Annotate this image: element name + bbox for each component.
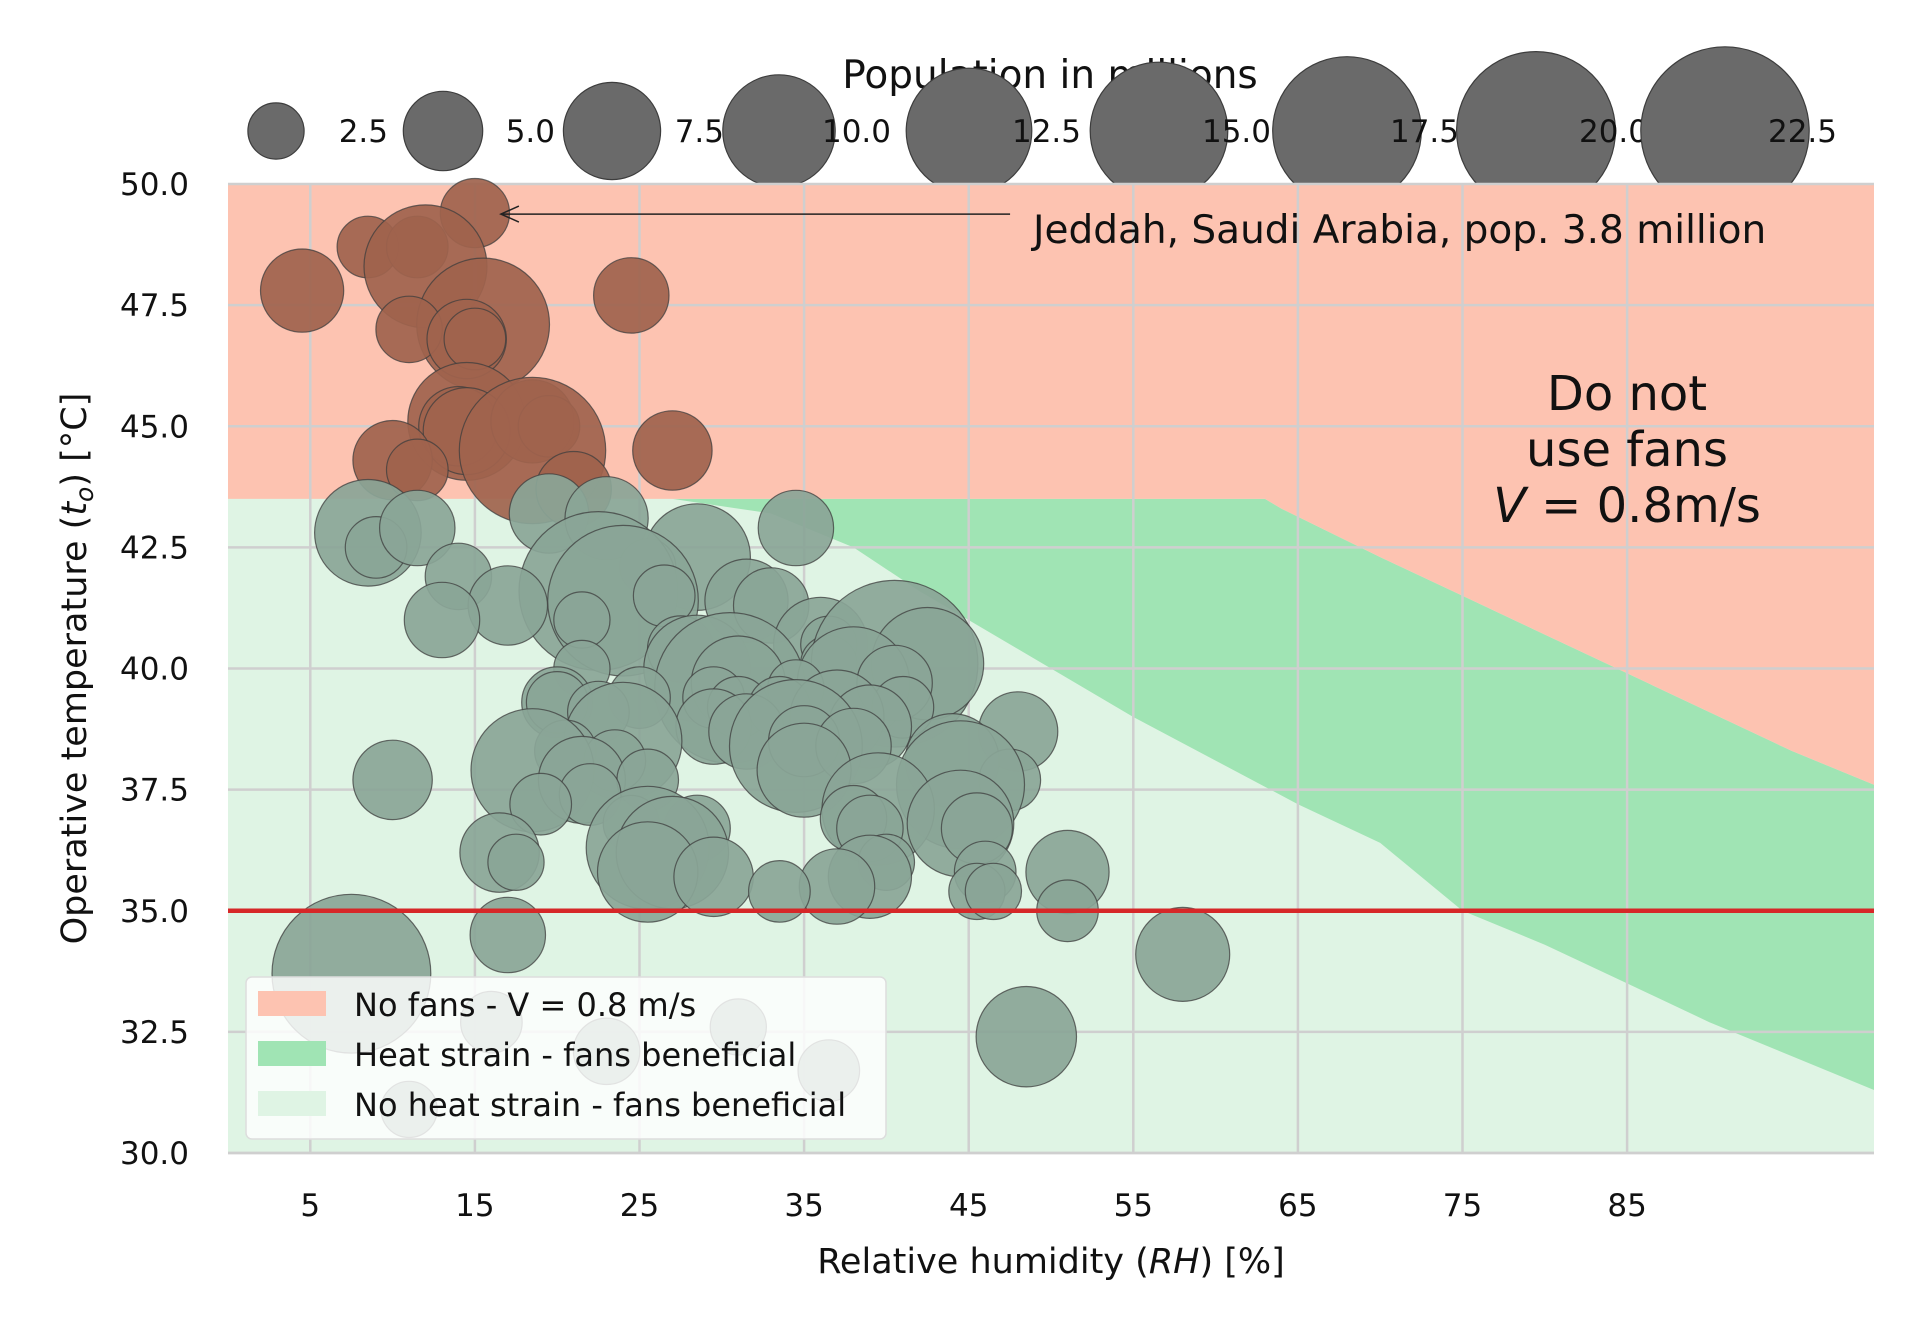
y-axis-title-part: Operative temperature ( bbox=[55, 516, 95, 945]
data-point-92 bbox=[673, 836, 754, 918]
x-tick-label-5: 5 bbox=[300, 1188, 320, 1224]
x-axis-title-part: ) [%] bbox=[1199, 1242, 1284, 1282]
y-axis-title-symbol: t bbox=[55, 501, 95, 516]
size-legend-label-7: 20.0 bbox=[1579, 114, 1648, 150]
data-point-99 bbox=[748, 860, 811, 923]
size-legend-bubble-0 bbox=[247, 102, 305, 160]
data-points bbox=[259, 177, 1231, 1139]
legend: No fans - V = 0.8 m/s Heat strain - fans … bbox=[245, 976, 887, 1140]
legend-box bbox=[245, 976, 887, 1140]
chart-labels: Jeddah, Saudi Arabia, pop. 3.8 million Do… bbox=[499, 205, 1766, 534]
x-tick-label-75: 75 bbox=[1443, 1188, 1482, 1224]
size-legend-bubble-2 bbox=[562, 81, 662, 181]
data-point-101 bbox=[469, 896, 547, 974]
size-legend-label-2: 7.5 bbox=[675, 114, 724, 150]
size-legend-label-0: 2.5 bbox=[339, 114, 388, 150]
x-tick-label-85: 85 bbox=[1607, 1188, 1646, 1224]
data-point-9 bbox=[443, 307, 507, 371]
data-point-104 bbox=[975, 985, 1078, 1088]
size-legend-label-6: 17.5 bbox=[1390, 114, 1459, 150]
size-legend-bubble-3 bbox=[722, 74, 836, 188]
size-legend-label-8: 22.5 bbox=[1768, 114, 1837, 150]
x-axis-title: Relative humidity (RH) [%] bbox=[817, 1242, 1285, 1282]
legend-entry-0: No fans - V = 0.8 m/s bbox=[354, 986, 696, 1024]
data-point-22 bbox=[378, 489, 456, 567]
x-tick-label-15: 15 bbox=[455, 1188, 494, 1224]
annotation-arrowhead bbox=[499, 205, 520, 223]
size-legend-bubble-1 bbox=[402, 90, 484, 172]
y-tick-label-35.0: 35.0 bbox=[120, 894, 189, 930]
y-axis-title-part: ) [°C] bbox=[55, 393, 95, 487]
y-axis-title: Operative temperature (to) [°C] bbox=[55, 393, 99, 945]
x-tick-label-35: 35 bbox=[784, 1188, 823, 1224]
y-axis-title-subscript: o bbox=[70, 487, 99, 502]
zone-label-symbol: V bbox=[1493, 478, 1529, 534]
zone-label-line-1: Do not bbox=[1547, 366, 1707, 422]
y-tick-label-45.0: 45.0 bbox=[120, 409, 189, 445]
y-tick-label-37.5: 37.5 bbox=[120, 773, 189, 809]
zone-label-line-3: V = 0.8m/s bbox=[1493, 478, 1761, 534]
x-axis-title-part: Relative humidity ( bbox=[817, 1242, 1149, 1282]
data-point-5 bbox=[592, 257, 670, 334]
size-legend-label-3: 10.0 bbox=[822, 114, 891, 150]
y-tick-label-30.0: 30.0 bbox=[120, 1136, 189, 1172]
annotation-label: Jeddah, Saudi Arabia, pop. 3.8 million bbox=[1030, 208, 1766, 253]
data-point-18 bbox=[632, 410, 713, 491]
y-tick-label-50.0: 50.0 bbox=[120, 167, 189, 203]
zone-label-value: = 0.8m/s bbox=[1526, 478, 1761, 534]
legend-entry-1: Heat strain - fans beneficial bbox=[354, 1036, 796, 1074]
size-legend-label-1: 5.0 bbox=[506, 114, 555, 150]
x-tick-label-55: 55 bbox=[1114, 1188, 1153, 1224]
data-point-102 bbox=[1135, 906, 1231, 1003]
data-point-4 bbox=[259, 248, 345, 333]
x-tick-label-45: 45 bbox=[949, 1188, 988, 1224]
y-tick-label-40.0: 40.0 bbox=[120, 652, 189, 688]
y-tick-label-32.5: 32.5 bbox=[120, 1015, 189, 1051]
data-point-78 bbox=[509, 772, 573, 836]
y-tick-label-42.5: 42.5 bbox=[120, 530, 189, 566]
data-point-36 bbox=[553, 591, 611, 649]
data-point-98 bbox=[964, 862, 1023, 921]
legend-swatch-1 bbox=[258, 1041, 326, 1066]
x-axis-title-symbol: RH bbox=[1149, 1242, 1200, 1282]
size-legend: Population in millions 2.5 5.0 7.5 10.0 12.5… bbox=[247, 46, 1837, 216]
axes: 5 15 25 35 45 55 65 75 85 30.0 32.5 35.0 37.5 40.0 42.… bbox=[55, 167, 1647, 1282]
x-tick-label-25: 25 bbox=[620, 1188, 659, 1224]
data-point-34 bbox=[467, 565, 549, 646]
x-tick-label-65: 65 bbox=[1278, 1188, 1317, 1224]
legend-entry-2: No heat strain - fans beneficial bbox=[354, 1086, 846, 1124]
size-legend-label-4: 12.5 bbox=[1012, 114, 1081, 150]
data-point-89 bbox=[487, 833, 545, 892]
y-tick-label-47.5: 47.5 bbox=[120, 288, 189, 324]
zone-label-line-2: use fans bbox=[1526, 422, 1728, 478]
size-legend-label-5: 15.0 bbox=[1202, 114, 1271, 150]
legend-swatch-0 bbox=[258, 991, 326, 1016]
data-point-72 bbox=[352, 739, 433, 821]
legend-swatch-2 bbox=[258, 1091, 326, 1116]
data-point-25 bbox=[757, 489, 835, 567]
data-point-35 bbox=[403, 581, 481, 659]
